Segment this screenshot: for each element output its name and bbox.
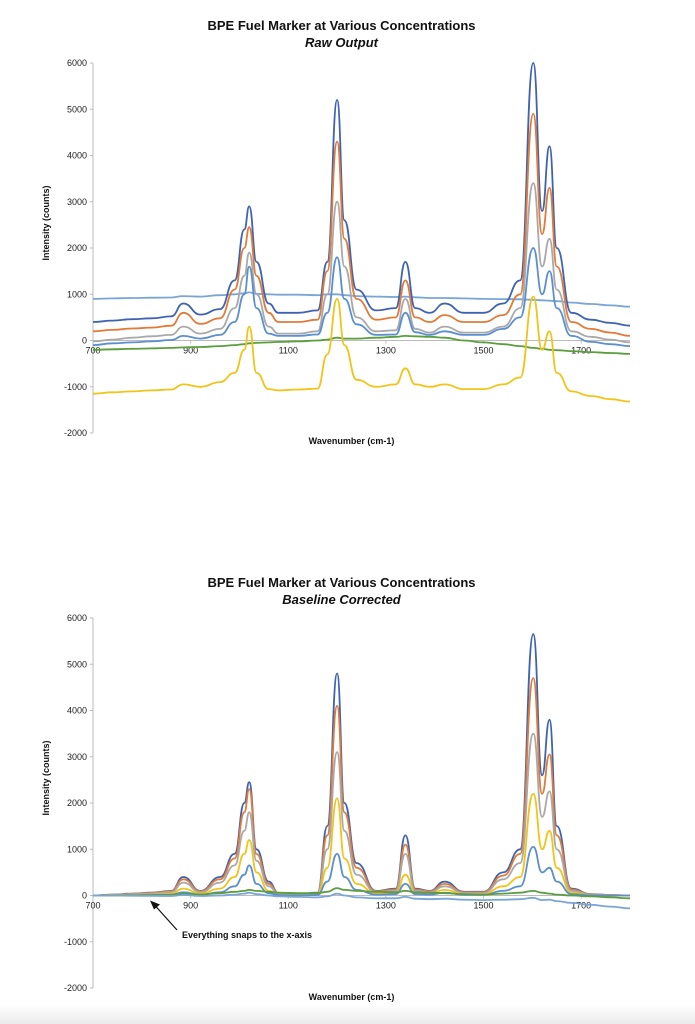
x-tick-label: 1100	[279, 346, 298, 356]
y-axis-label: Intensity (counts)	[41, 740, 51, 815]
series-line-4	[92, 792, 630, 897]
x-tick-label: 1500	[474, 901, 494, 911]
series-line-7	[92, 891, 631, 910]
series-line-2	[92, 62, 631, 327]
series-line-6	[92, 887, 631, 900]
y-axis-label: Intensity (counts)	[41, 185, 51, 260]
x-tick-label: 1300	[376, 346, 396, 356]
x-axis-label: Wavenumber (cm-1)	[309, 992, 395, 1002]
series-line-3	[92, 113, 631, 337]
chart-plot-area: 6000 5000 4000 3000 2000 1000 0 -1000 -2000 700 90…	[41, 613, 631, 1002]
y-tick-label: 3000	[67, 197, 87, 207]
y-tick-label: 0	[82, 336, 87, 346]
series-line-3	[92, 732, 631, 897]
bottom-edge-shade	[0, 1005, 695, 1024]
y-tick-label: -1000	[64, 382, 87, 392]
series-line-2	[92, 677, 631, 897]
y-tick-label: -1000	[64, 937, 87, 947]
x-tick-label: 1700	[571, 901, 591, 911]
y-tick-label: 5000	[67, 104, 87, 114]
x-tick-label: 1300	[376, 901, 396, 911]
x-tick-label: 700	[85, 901, 100, 911]
y-tick-label: 6000	[67, 58, 87, 68]
series-line-7	[92, 295, 631, 403]
y-tick-label: 5000	[67, 659, 87, 669]
y-tick-label: -2000	[64, 428, 87, 438]
chart-title: BPE Fuel Marker at Various Concentration…	[207, 18, 476, 33]
chart-subtitle: Raw Output	[305, 35, 378, 50]
y-tick-label: 6000	[67, 613, 87, 623]
chart-raw-output: BPE Fuel Marker at Various Concentration…	[0, 0, 695, 470]
series-line-6	[92, 335, 631, 355]
y-tick-label: 1000	[67, 289, 87, 299]
series-line-4	[92, 182, 631, 344]
y-tick-label: 0	[82, 891, 87, 901]
y-tick-label: 4000	[67, 151, 87, 161]
x-tick-label: 900	[183, 346, 198, 356]
x-tick-label: 1500	[474, 346, 494, 356]
x-tick-label: 900	[183, 901, 198, 911]
chart-subtitle: Baseline Corrected	[282, 592, 401, 607]
y-tick-label: 2000	[67, 243, 87, 253]
x-tick-label: 1100	[279, 901, 298, 911]
series-line-5	[92, 247, 631, 347]
annotation-arrow	[154, 905, 178, 931]
arrow-head-icon	[150, 900, 160, 910]
y-tick-label: 3000	[67, 752, 87, 762]
y-tick-label: 1000	[67, 844, 87, 854]
y-tick-label: 4000	[67, 706, 87, 716]
y-tick-label: 2000	[67, 798, 87, 808]
chart-baseline-corrected: BPE Fuel Marker at Various Concentration…	[0, 555, 695, 1024]
series-line-1	[92, 633, 631, 897]
x-tick-label: 1700	[571, 346, 591, 356]
chart-title: BPE Fuel Marker at Various Concentration…	[207, 575, 476, 590]
y-tick-label: -2000	[64, 983, 87, 993]
series-line-1	[92, 291, 631, 308]
x-axis-label: Wavenumber (cm-1)	[309, 436, 395, 446]
annotation-text: Everything snaps to the x-axis	[182, 930, 312, 940]
